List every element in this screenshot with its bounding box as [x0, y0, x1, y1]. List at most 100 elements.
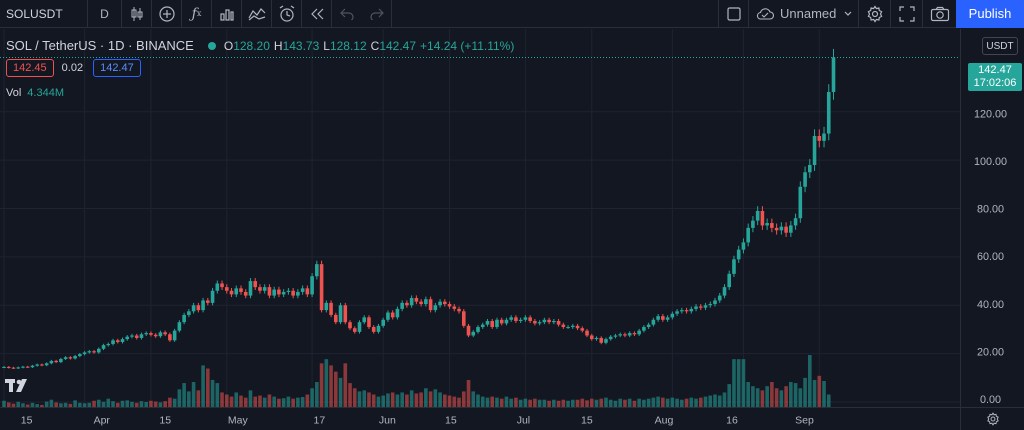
- candle: [334, 312, 338, 325]
- volume-bar: [334, 371, 338, 407]
- candles-icon[interactable]: [122, 0, 152, 28]
- candle: [613, 333, 618, 339]
- volume-bar: [35, 404, 39, 407]
- volume-bar: [585, 400, 589, 407]
- candle: [106, 342, 111, 347]
- price-scale[interactable]: 0.00 20.00 40.00 60.00 80.00 100.00 120.00: [960, 29, 1024, 407]
- volume-bar: [357, 391, 362, 407]
- volume-bar: [25, 404, 30, 407]
- candle: [220, 280, 224, 291]
- volume-bar: [329, 365, 333, 407]
- volume-bar: [376, 396, 381, 407]
- volume-bar: [229, 396, 234, 407]
- candle: [732, 255, 736, 278]
- candle: [703, 302, 708, 311]
- volume-bar: [789, 382, 793, 407]
- candle: [296, 289, 300, 299]
- change-value: +14.24 (+11.11%): [420, 38, 515, 53]
- fullscreen-icon[interactable]: [890, 0, 922, 28]
- candle: [73, 354, 77, 360]
- sell-button[interactable]: 142.45: [6, 59, 54, 77]
- volume-legend[interactable]: Vol 4.344M: [6, 87, 64, 99]
- volume-bar: [703, 396, 708, 407]
- undo-icon[interactable]: [332, 0, 362, 28]
- candle: [395, 306, 400, 320]
- candle: [604, 337, 608, 345]
- candle: [670, 311, 675, 320]
- volume-bar: [405, 394, 409, 407]
- candle: [281, 289, 286, 298]
- volume-bar: [168, 397, 172, 407]
- candle: [471, 330, 476, 338]
- volume-bar: [708, 395, 713, 407]
- symbol-title[interactable]: SOL / TetherUS · 1D · BINANCE: [6, 38, 194, 53]
- time-axis[interactable]: 15 Apr 15 May 17 Jun 15 Jul 15 Aug 16 Sep: [0, 407, 960, 430]
- volume-bar: [149, 400, 153, 407]
- volume-bar: [291, 398, 295, 407]
- volume-bar: [495, 397, 499, 407]
- candle: [542, 317, 547, 325]
- alert-icon[interactable]: [272, 0, 302, 28]
- volume-bar: [741, 359, 746, 407]
- candle: [713, 297, 717, 307]
- volume-bar: [419, 392, 423, 407]
- volume-bar: [182, 383, 186, 407]
- redo-icon[interactable]: [362, 0, 392, 28]
- volume-bar: [675, 398, 679, 407]
- candle: [25, 365, 30, 369]
- candle: [262, 284, 267, 294]
- candle: [172, 328, 177, 342]
- candle: [642, 325, 646, 333]
- fullscreen-square-icon[interactable]: [718, 0, 748, 28]
- buy-button[interactable]: 142.47: [93, 59, 141, 77]
- candle: [495, 317, 499, 329]
- publish-button[interactable]: Publish: [956, 0, 1024, 28]
- tradingview-logo-icon[interactable]: [4, 376, 34, 396]
- settings-corner-icon[interactable]: [960, 407, 1024, 430]
- candle: [348, 320, 352, 331]
- compare-icon[interactable]: [242, 0, 272, 28]
- replay-icon[interactable]: [302, 0, 332, 28]
- candle: [234, 285, 239, 298]
- currency-button[interactable]: USDT: [982, 37, 1018, 55]
- interval-button[interactable]: D: [88, 0, 122, 28]
- volume-bar: [395, 394, 400, 407]
- symbol-search-button[interactable]: SOLUSDT: [0, 0, 88, 28]
- candle: [646, 322, 651, 329]
- layout-menu-button[interactable]: Unnamed: [748, 0, 858, 28]
- volume-bar: [206, 368, 210, 407]
- candle: [722, 284, 727, 299]
- volume-bar: [414, 393, 419, 407]
- candle: [466, 323, 471, 338]
- volume-bar: [400, 392, 404, 407]
- volume-bar: [604, 397, 608, 407]
- volume-bar: [78, 402, 82, 407]
- bar-chart-icon[interactable]: [212, 0, 242, 28]
- market-status-icon[interactable]: [207, 41, 216, 50]
- candle: [87, 349, 92, 354]
- plus-circle-icon[interactable]: [152, 0, 182, 28]
- candle: [343, 302, 348, 325]
- volume-bar: [698, 397, 703, 407]
- gear-icon[interactable]: [858, 0, 890, 28]
- volume-bar: [6, 402, 11, 407]
- volume-bar: [566, 400, 570, 407]
- volume-bar: [542, 399, 547, 407]
- candle: [115, 338, 120, 344]
- volume-bar: [220, 392, 224, 407]
- price-chart[interactable]: [0, 29, 960, 407]
- volume-bar: [315, 382, 319, 407]
- volume-bar: [594, 399, 599, 407]
- camera-icon[interactable]: [922, 0, 956, 28]
- candle: [698, 304, 703, 311]
- candle: [324, 300, 329, 313]
- open-value: 128.20: [233, 38, 270, 53]
- volume-bar: [49, 399, 54, 407]
- candle: [371, 325, 376, 334]
- candle: [789, 221, 793, 237]
- low-value: 128.12: [329, 38, 367, 53]
- volume-bar: [637, 398, 641, 407]
- volume-bar: [224, 394, 229, 407]
